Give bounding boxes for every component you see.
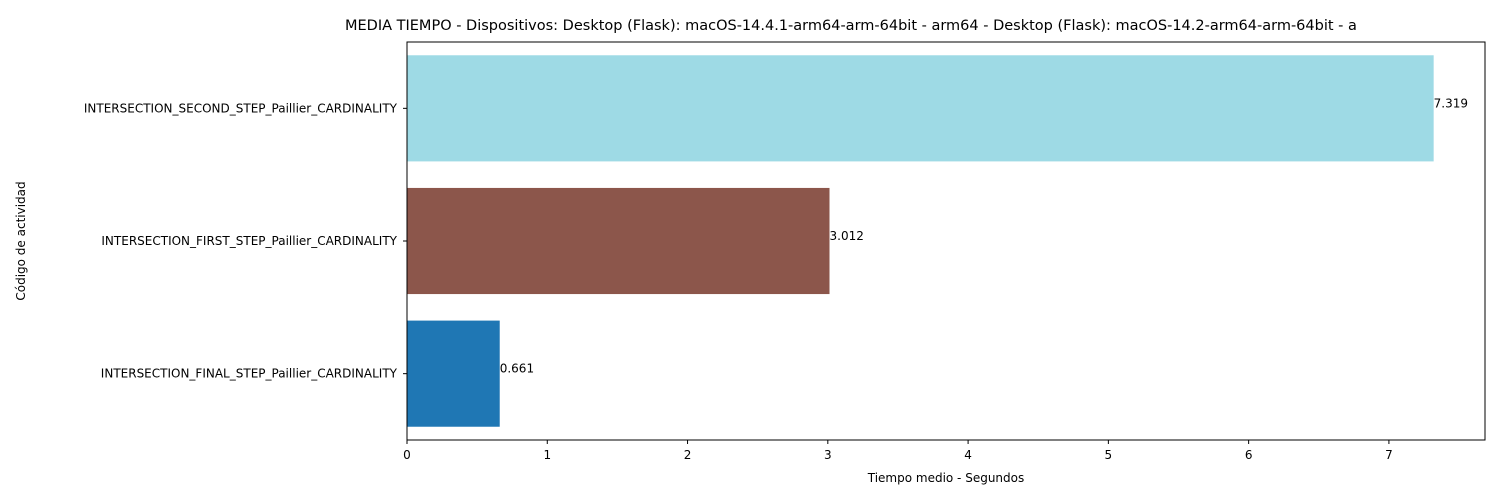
- bar-2: [407, 187, 830, 295]
- chart-title: MEDIA TIEMPO - Dispositivos: Desktop (Fl…: [345, 18, 1357, 34]
- data-label: 3.012: [830, 229, 864, 243]
- category-labels-group: INTERSECTION_SECOND_STEP_Paillier_CARDIN…: [84, 101, 407, 381]
- x-axis-label: Tiempo medio - Segundos: [867, 471, 1025, 485]
- data-labels-group: 7.319 3.012 0.661: [500, 96, 1468, 375]
- bars-group: [407, 55, 1434, 427]
- x-tick-label: 5: [1105, 448, 1113, 462]
- y-axis-label: Código de actividad: [14, 181, 28, 300]
- data-label: 7.319: [1434, 96, 1468, 110]
- data-label: 0.661: [500, 362, 534, 376]
- x-tick-label: 1: [543, 448, 551, 462]
- x-tick-label: 2: [684, 448, 692, 462]
- bar-3: [407, 320, 500, 427]
- bar-1: [407, 55, 1434, 162]
- category-label: INTERSECTION_FIRST_STEP_Paillier_CARDINA…: [101, 234, 397, 248]
- x-tick-label: 3: [824, 448, 832, 462]
- x-tick-label: 4: [964, 448, 972, 462]
- x-ticks-group: 0 1 2 3 4 5 6 7: [403, 440, 1393, 462]
- x-tick-label: 7: [1385, 448, 1393, 462]
- x-tick-label: 0: [403, 448, 411, 462]
- category-label: INTERSECTION_FINAL_STEP_Paillier_CARDINA…: [101, 367, 398, 381]
- plot-frame: [406, 41, 1486, 441]
- category-label: INTERSECTION_SECOND_STEP_Paillier_CARDIN…: [84, 101, 398, 115]
- x-tick-label: 6: [1245, 448, 1253, 462]
